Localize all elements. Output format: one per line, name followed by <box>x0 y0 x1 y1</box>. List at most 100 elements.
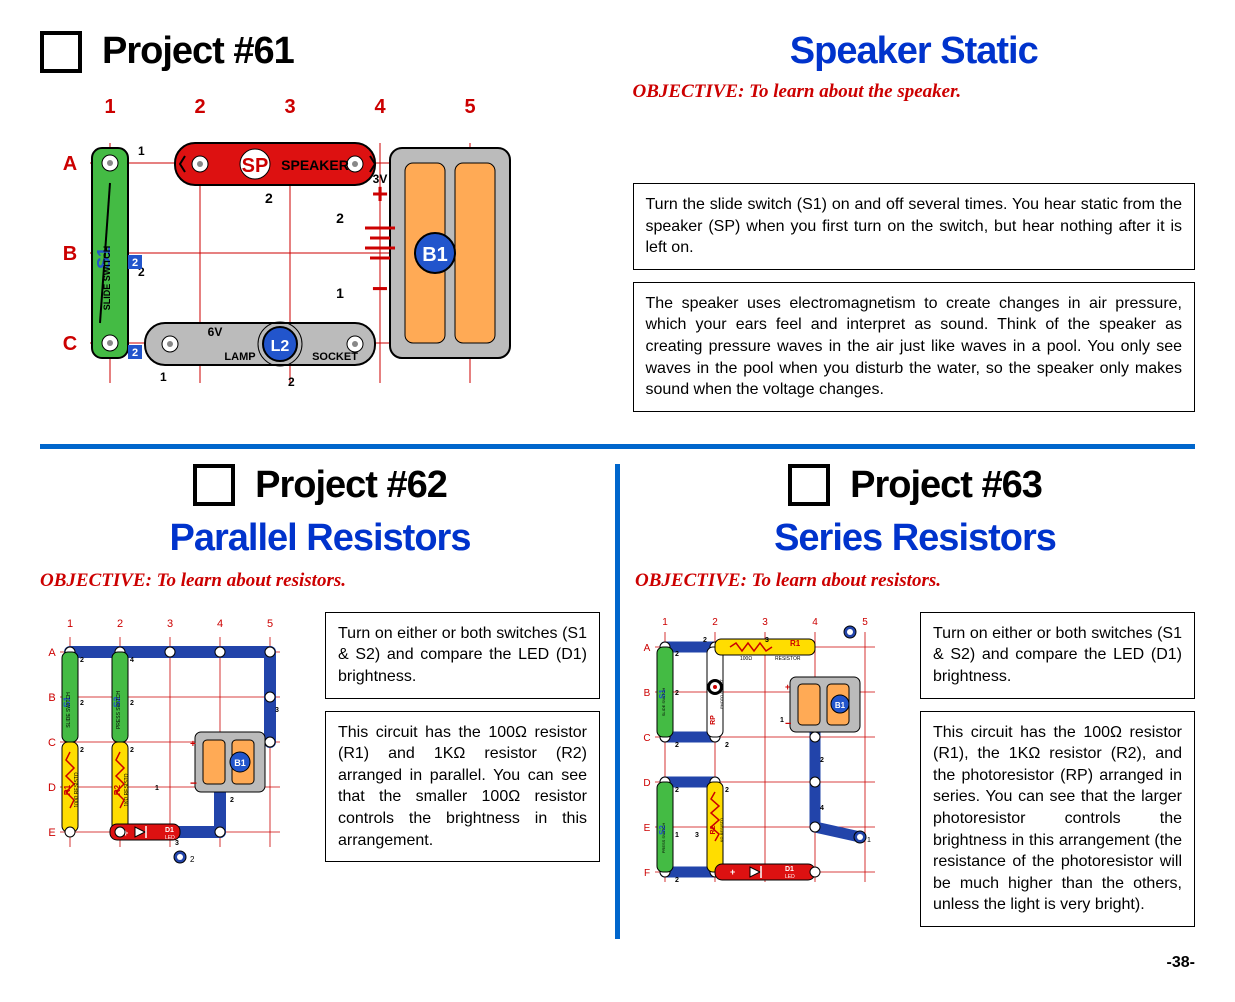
svg-text:2: 2 <box>80 747 84 754</box>
svg-text:B1: B1 <box>234 758 246 768</box>
svg-text:SPEAKER: SPEAKER <box>281 157 349 173</box>
svg-text:A: A <box>63 153 77 175</box>
svg-text:C: C <box>63 333 77 355</box>
svg-text:2: 2 <box>820 757 824 764</box>
svg-text:5: 5 <box>267 618 273 630</box>
project-62-para-1: Turn on either or both switches (S1 & S2… <box>325 612 600 699</box>
svg-text:2: 2 <box>675 651 679 658</box>
svg-text:2: 2 <box>675 877 679 884</box>
svg-text:3: 3 <box>765 637 769 644</box>
svg-text:2: 2 <box>80 700 84 707</box>
svg-text:B: B <box>63 243 77 265</box>
svg-text:2: 2 <box>675 742 679 749</box>
svg-text:3: 3 <box>175 840 179 847</box>
svg-text:2: 2 <box>288 375 295 389</box>
svg-text:2: 2 <box>194 96 205 118</box>
svg-text:B1: B1 <box>422 244 448 266</box>
svg-text:PRESS SWITCH: PRESS SWITCH <box>661 822 666 853</box>
svg-text:SLIDE SWITCH: SLIDE SWITCH <box>66 692 72 728</box>
project-62-subtitle: Parallel Resistors <box>40 517 600 560</box>
svg-text:1: 1 <box>780 717 784 724</box>
svg-text:+: + <box>190 739 196 750</box>
bottom-projects: Project #62 Parallel Resistors OBJECTIVE… <box>40 464 1195 939</box>
svg-text:3: 3 <box>695 832 699 839</box>
project-62-title: Project #62 <box>255 464 447 507</box>
project-63-para-1: Turn on either or both switches (S1 & S2… <box>920 612 1195 699</box>
svg-text:2: 2 <box>190 855 195 864</box>
project-61-section: Project #61 123 45 ABC <box>40 30 1195 424</box>
svg-text:4: 4 <box>812 617 818 628</box>
svg-text:3: 3 <box>762 617 768 628</box>
svg-text:1KΩ RESISTO: 1KΩ RESISTO <box>124 773 130 806</box>
svg-text:100Ω: 100Ω <box>740 656 752 662</box>
svg-text:LED: LED <box>165 835 175 841</box>
svg-text:100Ω RESISTO: 100Ω RESISTO <box>74 772 80 807</box>
svg-text:1: 1 <box>336 285 344 301</box>
project-63-para-2: This circuit has the 100Ω resistor (R1),… <box>920 711 1195 927</box>
checkbox-icon <box>193 464 235 506</box>
svg-text:1: 1 <box>675 832 679 839</box>
svg-text:SLIDE SWITCH: SLIDE SWITCH <box>102 246 112 311</box>
svg-text:3: 3 <box>275 707 279 714</box>
svg-text:−: − <box>190 776 197 790</box>
svg-text:+: + <box>785 682 790 692</box>
svg-text:SP: SP <box>242 155 269 177</box>
svg-text:3V: 3V <box>373 172 388 186</box>
svg-text:2: 2 <box>725 787 729 794</box>
svg-text:D1: D1 <box>785 866 794 873</box>
svg-text:+: + <box>730 867 735 877</box>
svg-text:2: 2 <box>132 347 138 359</box>
svg-text:2: 2 <box>712 617 718 628</box>
svg-text:2: 2 <box>230 797 234 804</box>
svg-text:D1: D1 <box>165 827 174 834</box>
project-62-section: Project #62 Parallel Resistors OBJECTIVE… <box>40 464 620 939</box>
svg-text:R2: R2 <box>710 825 717 834</box>
svg-text:−: − <box>372 273 388 304</box>
svg-text:R1: R1 <box>790 639 801 648</box>
svg-text:2: 2 <box>130 747 134 754</box>
svg-text:PRESS SWITCH: PRESS SWITCH <box>116 690 122 728</box>
svg-text:1: 1 <box>104 96 115 118</box>
svg-text:2: 2 <box>336 210 344 226</box>
project-61-right: Speaker Static OBJECTIVE: To learn about… <box>633 30 1196 424</box>
project-61-title: Project #61 <box>102 30 294 73</box>
project-63-title: Project #63 <box>850 464 1042 507</box>
svg-text:5: 5 <box>464 96 475 118</box>
svg-text:A: A <box>644 643 651 654</box>
checkbox-icon <box>40 31 82 73</box>
svg-text:1: 1 <box>160 370 167 384</box>
svg-text:E: E <box>48 827 55 839</box>
project-61-left: Project #61 123 45 ABC <box>40 30 603 424</box>
svg-text:4: 4 <box>217 618 223 630</box>
svg-text:2: 2 <box>675 787 679 794</box>
page-number: -38- <box>40 954 1195 972</box>
svg-text:−: − <box>785 718 791 730</box>
svg-text:2: 2 <box>703 637 707 644</box>
svg-text:KΩ RESISTO: KΩ RESISTO <box>719 818 724 842</box>
project-61-para-2: The speaker uses electromagnetism to cre… <box>633 282 1196 412</box>
svg-text:4: 4 <box>374 96 386 118</box>
svg-text:RESISTOR: RESISTOR <box>775 656 801 662</box>
svg-text:LAMP: LAMP <box>224 351 255 363</box>
svg-text:L2: L2 <box>271 338 290 355</box>
project-62-diagram: 123 45 ABC DE <box>40 612 310 877</box>
project-61-subtitle: Speaker Static <box>633 30 1196 73</box>
project-61-objective: OBJECTIVE: To learn about the speaker. <box>633 81 1196 103</box>
svg-text:1: 1 <box>67 618 73 630</box>
project-63-section: Project #63 Series Resistors OBJECTIVE: … <box>620 464 1195 939</box>
svg-text:1: 1 <box>867 837 871 844</box>
svg-text:D: D <box>643 778 650 789</box>
project-63-diagram: 123 45 ABC DEF <box>635 612 905 907</box>
svg-text:1: 1 <box>662 617 668 628</box>
project-61-diagram: 123 45 ABC B1 + − 3V 2 1 <box>40 83 603 418</box>
svg-text:B1: B1 <box>835 701 846 710</box>
project-62-objective: OBJECTIVE: To learn about resistors. <box>40 570 600 592</box>
svg-text:C: C <box>48 737 56 749</box>
svg-text:C: C <box>643 733 650 744</box>
project-61-para-1: Turn the slide switch (S1) on and off se… <box>633 183 1196 270</box>
svg-text:RP: RP <box>710 715 717 725</box>
svg-text:2: 2 <box>725 742 729 749</box>
project-63-objective: OBJECTIVE: To learn about resistors. <box>635 570 1195 592</box>
svg-text:5: 5 <box>862 617 868 628</box>
svg-text:PHOTO RESIST: PHOTO RESIST <box>719 678 724 708</box>
